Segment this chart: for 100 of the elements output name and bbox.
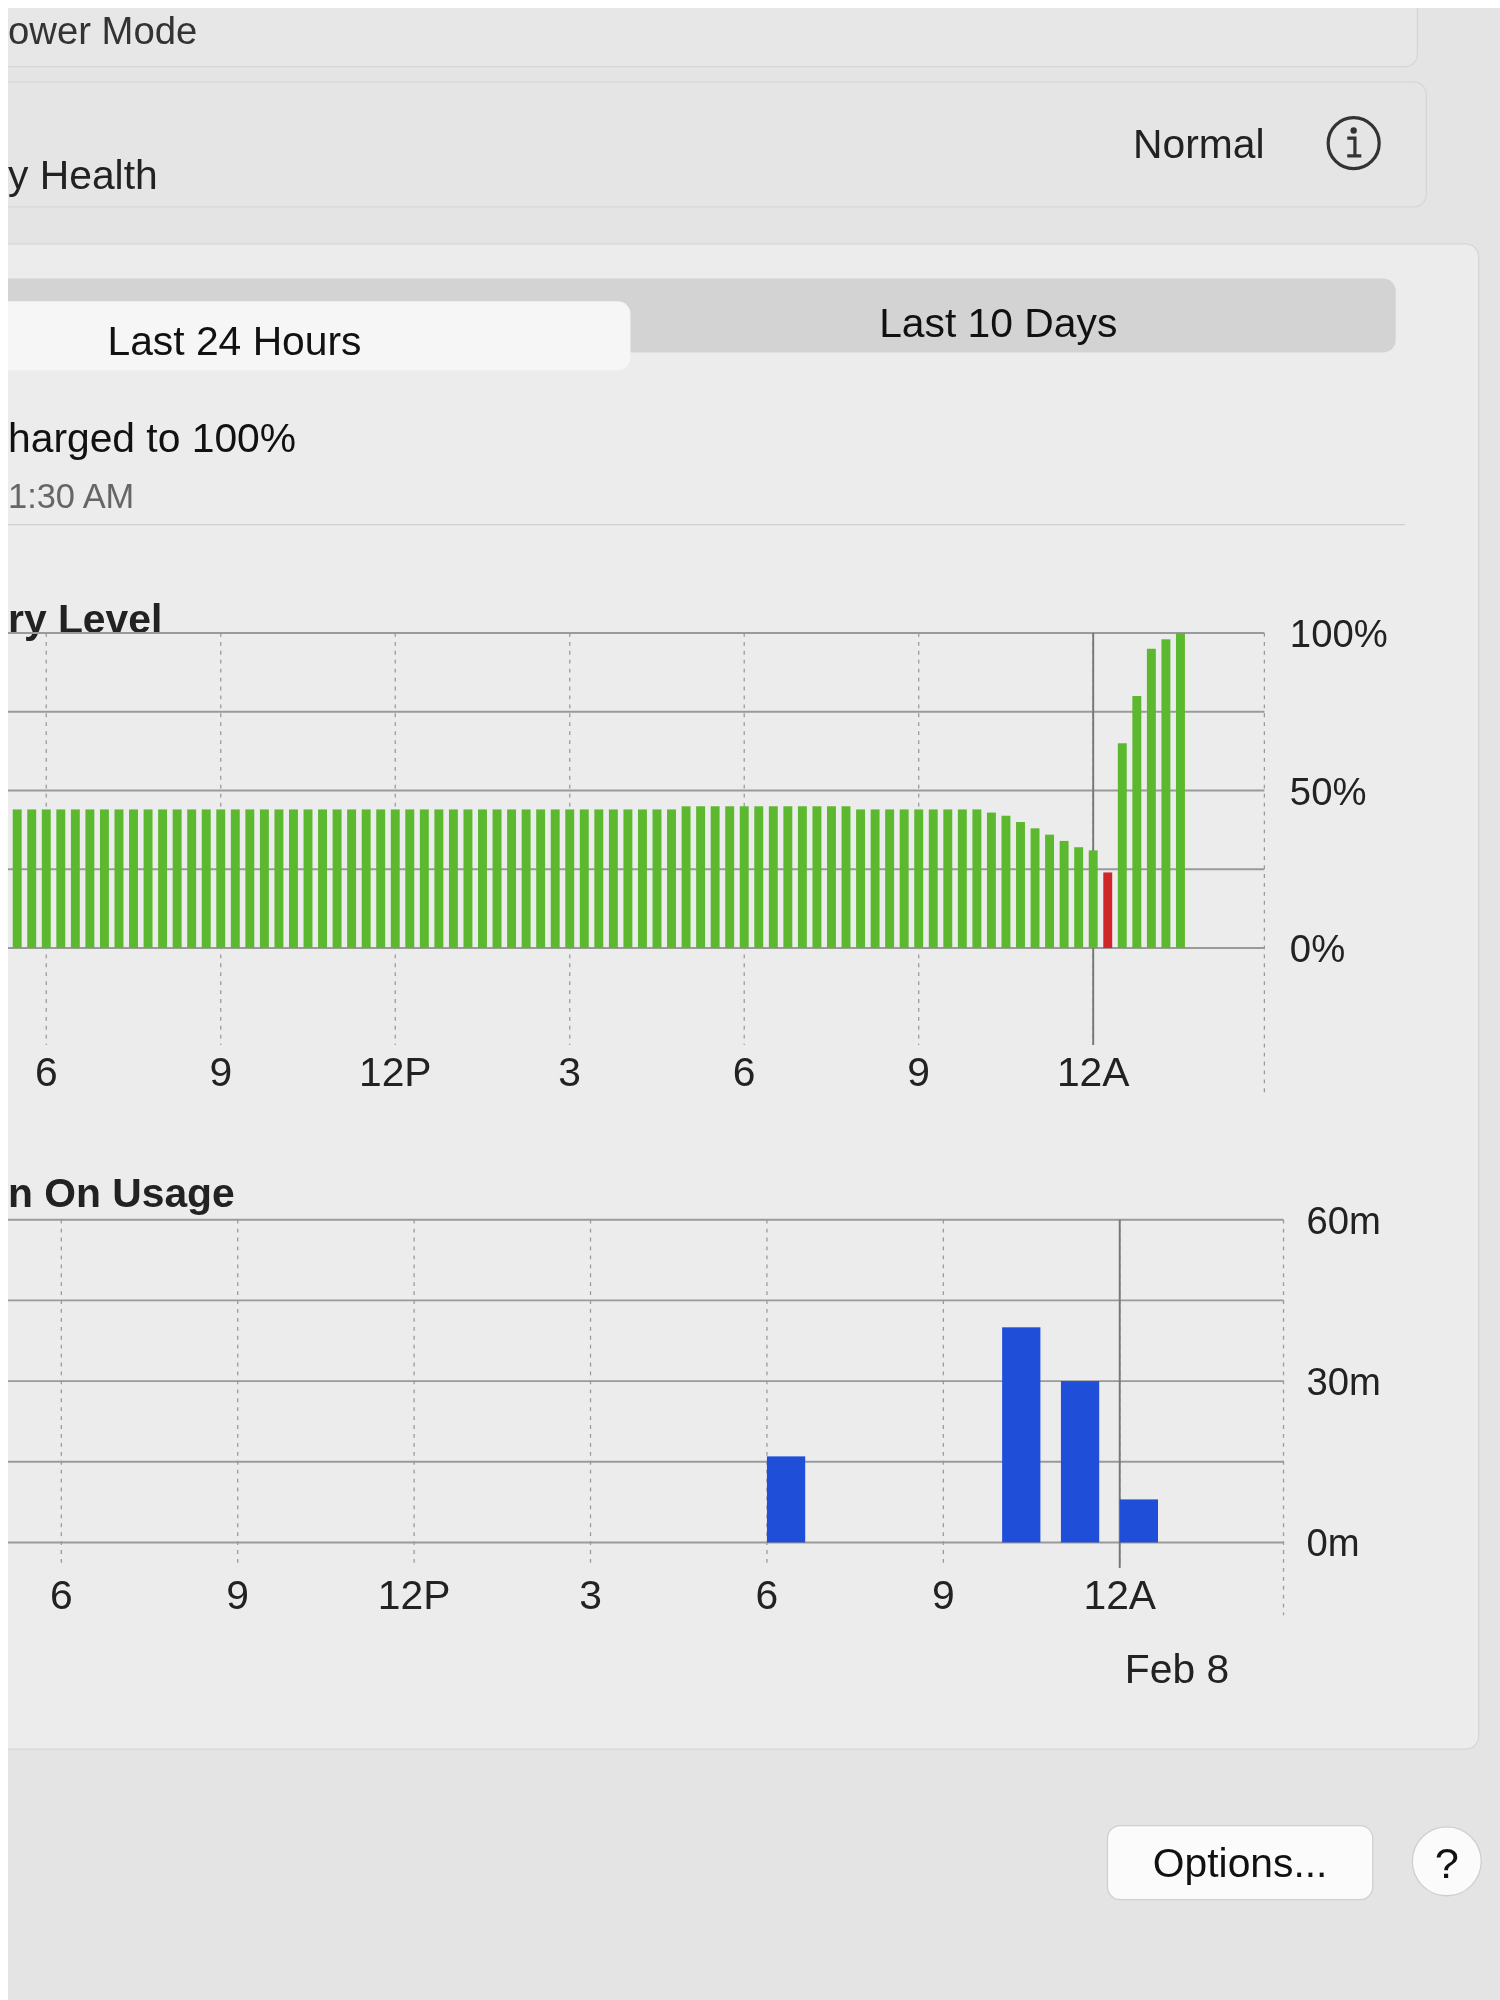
bar <box>12 809 22 949</box>
bar <box>478 809 487 949</box>
y-tick-label: 50% <box>1289 769 1367 813</box>
bar <box>739 806 749 949</box>
bar <box>623 809 633 949</box>
bar <box>85 809 95 949</box>
bar <box>288 809 298 949</box>
text: ? <box>1434 1838 1459 1887</box>
bar <box>899 809 909 949</box>
bar <box>754 806 764 949</box>
bar <box>99 809 109 949</box>
x-tick-label: 9 <box>931 1571 955 1618</box>
bar <box>1001 815 1011 949</box>
bar <box>667 809 676 949</box>
text: y Health <box>8 152 158 199</box>
bar <box>928 809 938 949</box>
y-tick-label: 0m <box>1306 1521 1360 1565</box>
chart-title: n On Usage <box>8 1169 235 1216</box>
bar <box>1119 1499 1158 1543</box>
x-tick-label: 12P <box>377 1571 451 1618</box>
bar <box>405 809 415 949</box>
bar <box>681 806 691 949</box>
text: Last 24 Hours <box>107 317 362 364</box>
bar <box>841 806 851 949</box>
bar <box>448 809 458 949</box>
x-tick-label: 12A <box>1056 1048 1131 1095</box>
y-tick-label: 60m <box>1306 1198 1381 1242</box>
bar <box>201 809 211 949</box>
bar <box>550 809 560 949</box>
bar <box>812 806 822 949</box>
y-tick-label: 100% <box>1289 612 1388 656</box>
x-tick-label: 12A <box>1083 1571 1157 1618</box>
bar <box>419 809 429 949</box>
x-tick-label: 6 <box>732 1048 756 1095</box>
bar <box>114 809 124 949</box>
bar <box>56 809 66 949</box>
bar <box>41 809 51 949</box>
bar <box>579 809 589 949</box>
bar <box>608 809 618 949</box>
bar <box>943 809 953 949</box>
x-tick-label: 3 <box>579 1571 602 1618</box>
x-tick-label: 9 <box>209 1048 233 1095</box>
bar <box>216 809 226 949</box>
text: harged to 100% <box>8 414 297 461</box>
bar <box>187 809 197 949</box>
bar <box>129 809 138 949</box>
bar <box>783 806 793 949</box>
x-tick-label: 9 <box>226 1571 250 1618</box>
bar <box>1088 850 1098 949</box>
bar <box>1002 1327 1041 1543</box>
bar <box>914 809 924 949</box>
text: 1:30 AM <box>8 477 135 515</box>
bar <box>347 809 357 949</box>
bar <box>797 806 807 949</box>
bar <box>594 809 604 949</box>
bar <box>986 812 996 949</box>
bar <box>158 809 168 949</box>
text: Feb 8 <box>1124 1645 1230 1692</box>
bar <box>710 806 720 949</box>
text: Last 10 Days <box>879 300 1118 347</box>
bar <box>536 809 546 949</box>
bar <box>1045 834 1055 949</box>
bar <box>332 809 342 949</box>
bar <box>361 809 371 949</box>
bar <box>1074 847 1084 949</box>
bar <box>957 809 967 949</box>
bar <box>856 809 866 949</box>
bar <box>637 809 647 949</box>
bar <box>725 806 735 949</box>
bar <box>768 806 778 949</box>
bar <box>376 809 386 949</box>
bar <box>1161 639 1171 949</box>
bar <box>1117 743 1127 949</box>
y-tick-label: 0% <box>1289 927 1346 971</box>
x-tick-label: 3 <box>558 1048 582 1095</box>
text: Normal <box>1133 121 1265 168</box>
bar <box>1103 872 1113 949</box>
bar <box>1030 828 1040 949</box>
bar <box>1146 648 1156 949</box>
bar <box>870 809 880 949</box>
x-tick-label: 9 <box>907 1048 931 1095</box>
bar <box>507 809 517 949</box>
x-tick-label: 6 <box>49 1571 73 1618</box>
bar <box>259 809 269 949</box>
bar <box>27 809 37 949</box>
bar <box>318 809 328 949</box>
bar <box>652 809 662 949</box>
text: Options... <box>1152 1839 1328 1886</box>
bar <box>1175 633 1185 949</box>
x-tick-label: 12P <box>358 1048 432 1095</box>
bar <box>827 806 836 949</box>
x-tick-label: 6 <box>34 1048 58 1095</box>
chart-title: ry Level <box>8 596 163 642</box>
bar <box>230 809 240 949</box>
bar <box>885 809 895 949</box>
bar <box>274 809 284 949</box>
bar <box>434 809 444 949</box>
bar <box>521 809 531 949</box>
bar <box>143 809 153 949</box>
bar <box>1132 696 1142 949</box>
